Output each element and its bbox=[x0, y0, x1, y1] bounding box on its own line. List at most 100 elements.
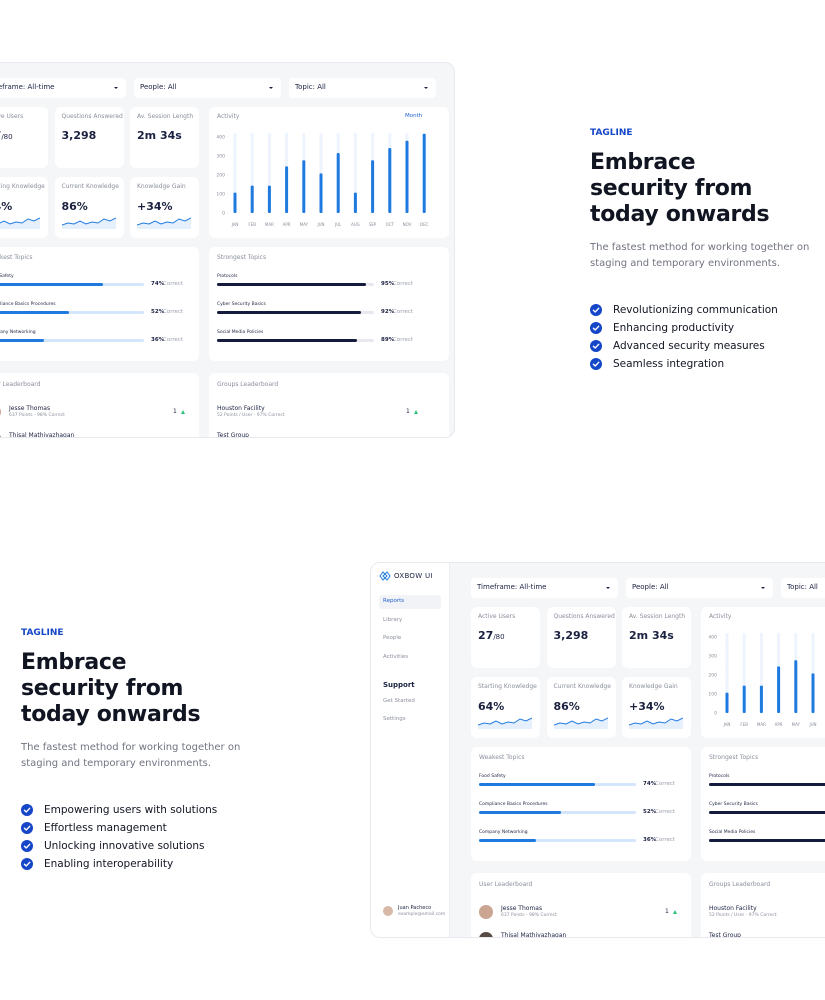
nav-item: Activities bbox=[383, 654, 409, 661]
stat-value: +34% bbox=[137, 200, 173, 213]
check-icon bbox=[21, 858, 33, 870]
stat-label: Starting Knowledge bbox=[0, 183, 45, 190]
progress-track bbox=[0, 339, 144, 342]
nav-item: Library bbox=[383, 616, 403, 623]
card-title: Groups Leaderboard bbox=[217, 381, 279, 388]
x-tick-label: JAN bbox=[723, 722, 731, 727]
bar bbox=[267, 185, 271, 213]
filter-dropdown[interactable]: Timeframe: All-time bbox=[0, 78, 126, 98]
y-tick-label: 300 bbox=[708, 653, 717, 659]
filter-dropdown[interactable]: Topic: All bbox=[781, 578, 825, 598]
progress-bar bbox=[217, 283, 367, 286]
progress-track bbox=[479, 839, 636, 842]
description-line: staging and temporary environments. bbox=[590, 258, 781, 269]
bar bbox=[371, 160, 375, 213]
topic-percent: 92% bbox=[381, 309, 395, 315]
trend-up bbox=[181, 410, 185, 414]
y-tick-label: 400 bbox=[708, 634, 717, 640]
topic-correct: Correct bbox=[655, 809, 676, 815]
check-icon bbox=[590, 358, 602, 370]
filter-label: Timeframe: All-time bbox=[477, 583, 547, 591]
sparkline bbox=[0, 217, 40, 229]
leader-detail: 637 Points - 98% Correct bbox=[501, 913, 557, 918]
progress-bar bbox=[709, 783, 825, 786]
bar bbox=[388, 148, 392, 213]
y-tick-label: 100 bbox=[216, 191, 225, 197]
card-title: Strongest Topics bbox=[709, 754, 759, 761]
sparkline bbox=[553, 717, 608, 729]
x-tick-label: OCT bbox=[386, 222, 395, 227]
topic-percent: 74% bbox=[643, 781, 657, 787]
feature-item: Seamless integration bbox=[613, 358, 725, 370]
bar bbox=[353, 192, 357, 213]
heading-line: security from bbox=[21, 676, 184, 701]
card-title: User Leaderboard bbox=[0, 381, 41, 388]
topic-name: Company Networking bbox=[0, 330, 36, 335]
progress-bar bbox=[479, 783, 596, 786]
activity-chart: 0100200300400JANFEBMARAPRMAYJUNJULAUGSEP… bbox=[708, 633, 817, 727]
topic-name: Social Media Policies bbox=[217, 330, 264, 335]
avatar bbox=[0, 432, 1, 437]
filter-dropdown[interactable]: People: All bbox=[626, 578, 773, 598]
card-title: User Leaderboard bbox=[479, 881, 533, 888]
y-tick-label: 400 bbox=[216, 134, 225, 140]
filter-label: People: All bbox=[140, 83, 177, 91]
feature-section: TAGLINE Embrace security from today onwards… bbox=[21, 628, 251, 888]
x-tick-label: JAN bbox=[231, 222, 239, 227]
description-line: The fastest method for working together … bbox=[21, 742, 241, 753]
topic-correct: Correct bbox=[163, 337, 184, 343]
card: Knowledge Gain +34% bbox=[130, 177, 199, 238]
bar bbox=[336, 153, 340, 213]
x-tick-label: APR bbox=[775, 722, 783, 727]
card: Av. Session Length 2m 34s bbox=[130, 107, 199, 168]
stat-value: 64% bbox=[0, 200, 13, 213]
filter-dropdown[interactable]: Topic: All bbox=[289, 78, 436, 98]
description-line: The fastest method for working together … bbox=[590, 242, 810, 253]
card-title: Weakest Topics bbox=[479, 754, 525, 761]
check-icon bbox=[21, 840, 33, 852]
card: Activity Month 0 100 200 300 400 JAN FEB MAR APR MA… bbox=[209, 107, 449, 238]
bar bbox=[725, 692, 729, 713]
period-select[interactable]: Month bbox=[405, 113, 423, 119]
progress-bar bbox=[0, 283, 104, 286]
filter-dropdown[interactable]: People: All bbox=[134, 78, 281, 98]
sidebar: OXBOW UI Reports Library People Activities Su… bbox=[371, 563, 450, 937]
topic-correct: Correct bbox=[393, 309, 414, 315]
check-icon bbox=[590, 322, 602, 334]
heading-line: Embrace bbox=[21, 650, 127, 675]
x-tick-label: JUN bbox=[316, 222, 324, 227]
bar bbox=[250, 185, 254, 213]
check-icon bbox=[21, 804, 33, 816]
card: Active Users 27/80 bbox=[471, 607, 540, 668]
y-tick-label: 300 bbox=[216, 153, 225, 159]
stat-label: Questions Answered bbox=[61, 113, 123, 120]
stat-value: +34% bbox=[629, 700, 665, 713]
filter-dropdown[interactable]: Timeframe: All-time bbox=[471, 578, 618, 598]
heading-line: security from bbox=[590, 176, 753, 201]
x-tick-label: APR bbox=[283, 222, 291, 227]
leader-name: Jesse Thomas bbox=[9, 405, 51, 412]
caret bbox=[269, 87, 273, 89]
topic-percent: 36% bbox=[643, 837, 657, 843]
progress-bar bbox=[217, 311, 362, 314]
topic-percent: 89% bbox=[381, 337, 395, 343]
check-icon bbox=[590, 304, 602, 316]
y-tick-label: 200 bbox=[708, 672, 717, 678]
bar bbox=[422, 133, 426, 213]
user-name: Juan Pacheco bbox=[398, 905, 432, 911]
topic-correct: Correct bbox=[393, 281, 414, 287]
stat-label: Av. Session Length bbox=[137, 113, 194, 120]
topic-name: Company Networking bbox=[479, 830, 528, 835]
stat-label: Current Knowledge bbox=[61, 183, 119, 190]
nav-active-bg bbox=[379, 595, 441, 609]
topic-percent: 36% bbox=[151, 337, 165, 343]
heading-line: today onwards bbox=[21, 702, 201, 727]
card-title: Weakest Topics bbox=[0, 254, 33, 261]
nav-item: People bbox=[383, 635, 402, 642]
stat-value: 86% bbox=[61, 200, 88, 213]
progress-bar bbox=[709, 811, 825, 814]
